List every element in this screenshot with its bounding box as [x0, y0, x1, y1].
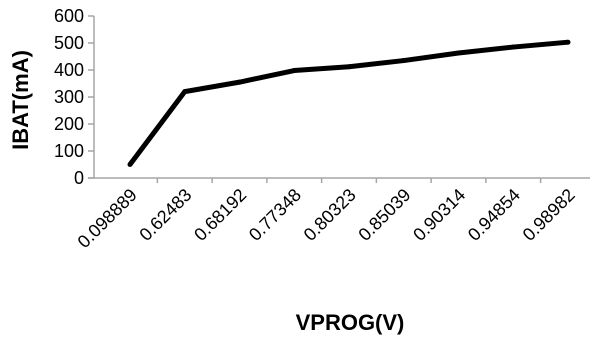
data-point [510, 44, 516, 50]
x-tick-label: 0.98982 [519, 185, 579, 245]
x-tick-label: 0.94854 [464, 185, 524, 245]
data-point [565, 39, 571, 45]
x-tick-label: 0.90314 [409, 185, 469, 245]
y-tick-label: 600 [54, 6, 84, 26]
y-tick-labels: 0 100 200 300 400 500 600 [54, 6, 94, 188]
x-tick-label: 0.62483 [135, 185, 195, 245]
data-point [182, 89, 188, 95]
x-axis-title: VPROG(V) [296, 310, 405, 335]
x-tick-label: 0.85039 [354, 185, 414, 245]
y-tick-label: 500 [54, 33, 84, 53]
data-point [127, 162, 133, 167]
series-line [128, 39, 569, 167]
data-point [456, 50, 461, 56]
y-tick-label: 400 [54, 60, 84, 80]
y-axis-title: IBAT(mA) [8, 50, 33, 150]
y-tick-label: 200 [54, 114, 84, 134]
y-tick-label: 100 [54, 141, 84, 161]
x-tick-label: 0.098889 [74, 185, 141, 252]
data-point [237, 79, 242, 85]
series-group [127, 39, 571, 167]
y-tick-label: 0 [74, 168, 84, 188]
data-point [401, 58, 407, 64]
data-point [291, 68, 297, 74]
x-tick-label: 0.80323 [300, 185, 360, 245]
data-point [346, 64, 352, 70]
x-tick-label: 0.77348 [245, 185, 305, 245]
x-tick-labels: 0.0988890.624830.681920.773480.803230.85… [74, 178, 579, 252]
y-tick-label: 300 [54, 87, 84, 107]
x-tick-label: 0.68192 [190, 185, 250, 245]
